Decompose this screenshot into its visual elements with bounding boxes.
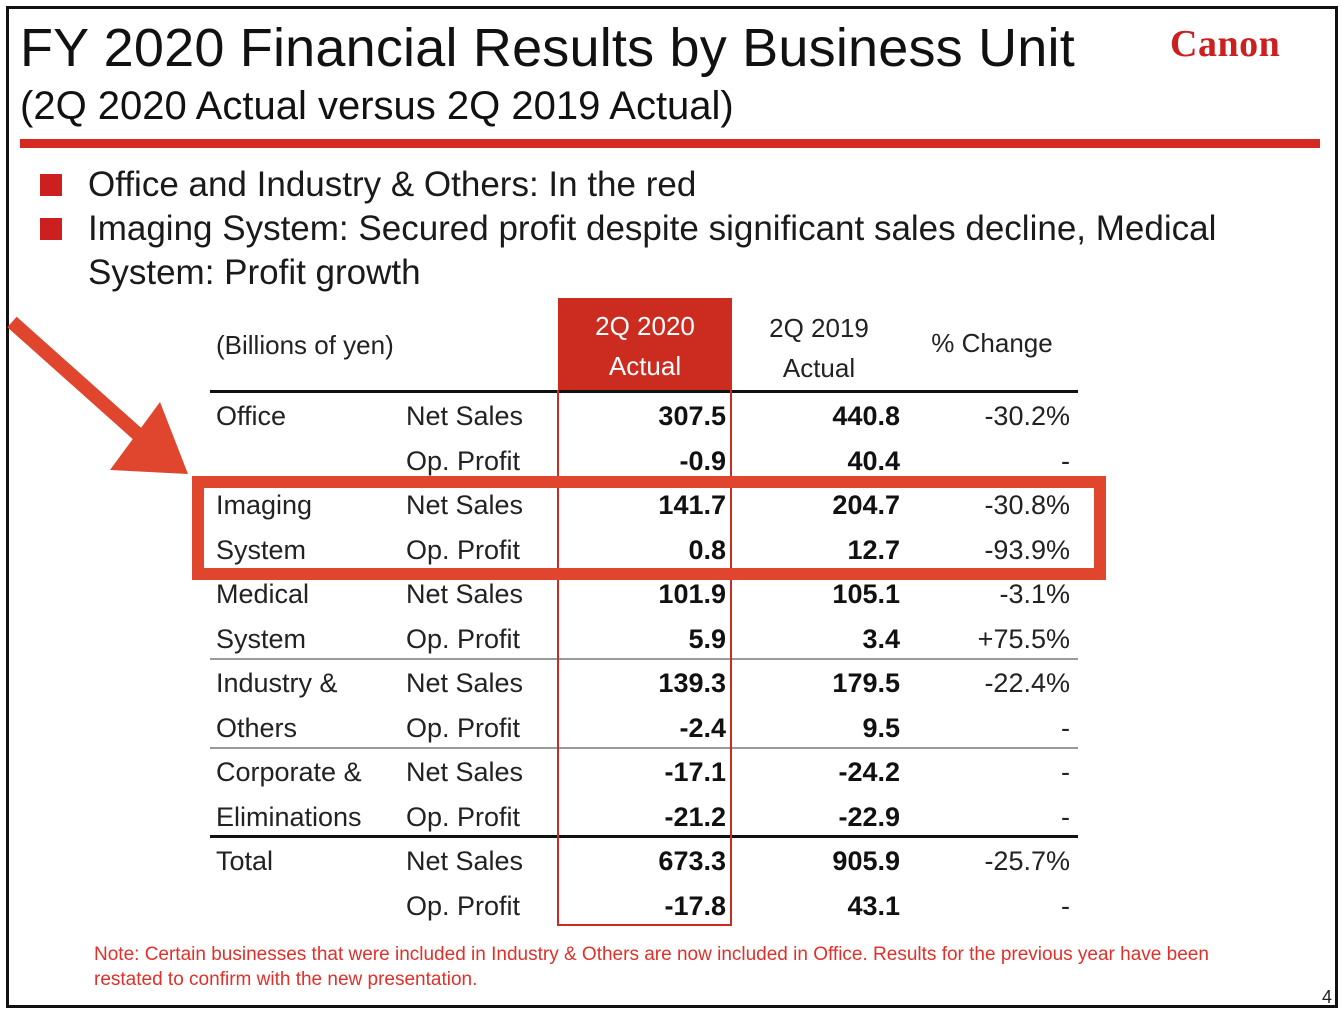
business-unit: Medical <box>216 579 310 609</box>
table-row: Imaging Net Sales 141.7 204.7 -30.8% <box>210 482 1078 527</box>
table-row: Others Op. Profit -2.4 9.5 - <box>210 705 1078 749</box>
business-unit: Industry & <box>216 668 338 698</box>
header-2q2020: 2Q 2020 Actual <box>558 298 732 390</box>
title-divider <box>20 139 1320 148</box>
metric-label: Net Sales <box>406 757 524 787</box>
table-row: Total Net Sales 673.3 905.9 -25.7% <box>210 838 1078 883</box>
metric-label: Net Sales <box>406 846 524 876</box>
value-2q2019: 12.7 <box>847 534 900 565</box>
value-change: - <box>1061 890 1070 921</box>
metric-label: Op. Profit <box>406 534 521 565</box>
table-row: System Op. Profit 0.8 12.7 -93.9% <box>210 527 1078 571</box>
table-row: Medical Net Sales 101.9 105.1 -3.1% <box>210 571 1078 616</box>
footnote: Note: Certain businesses that were inclu… <box>94 944 1209 990</box>
slide-subtitle: (2Q 2020 Actual versus 2Q 2019 Actual) <box>20 84 734 128</box>
header-2q2019-line2: Actual <box>782 353 856 383</box>
value-2q2020: -17.8 <box>664 890 726 921</box>
value-2q2020: -21.2 <box>664 801 726 832</box>
header-change: % Change <box>931 328 1053 358</box>
business-unit: System <box>216 623 307 654</box>
value-2q2020: 101.9 <box>658 579 726 609</box>
canon-logo: Canon <box>1170 23 1281 65</box>
business-unit: Others <box>216 712 298 743</box>
value-change: -22.4% <box>984 668 1070 698</box>
value-change: -93.9% <box>984 534 1070 565</box>
value-2q2019: 105.1 <box>832 579 900 609</box>
value-2q2020: 139.3 <box>658 668 726 698</box>
business-unit: Imaging <box>216 490 313 520</box>
pointer-arrow-icon <box>7 316 188 474</box>
bullet-item: Office and Industry & Others: In the red <box>38 163 1238 207</box>
business-unit: Office <box>216 401 287 431</box>
slide-title: FY 2020 Financial Results by Business Un… <box>20 18 1075 78</box>
value-change: - <box>1061 801 1070 832</box>
table-row: Industry & Net Sales 139.3 179.5 -22.4% <box>210 660 1078 705</box>
value-change: - <box>1061 712 1070 743</box>
table-row: Op. Profit -0.9 40.4 - <box>210 438 1078 482</box>
business-unit: System <box>216 534 307 565</box>
metric-label: Op. Profit <box>406 890 521 921</box>
value-2q2020: 0.8 <box>688 534 726 565</box>
header-2q2019: 2Q 2019 Actual <box>732 308 906 388</box>
value-2q2020: -0.9 <box>679 445 726 476</box>
business-unit: Corporate & <box>216 757 362 787</box>
results-table: (Billions of yen) 2Q 2020 Actual 2Q 2019… <box>210 298 1078 927</box>
bullet-square-icon <box>40 218 62 240</box>
value-2q2019: 43.1 <box>847 890 900 921</box>
metric-label: Net Sales <box>406 490 524 520</box>
business-unit: Eliminations <box>216 801 362 832</box>
bullet-list: Office and Industry & Others: In the red… <box>38 163 1238 295</box>
table-row: Corporate & Net Sales -17.1 -24.2 - <box>210 749 1078 794</box>
value-change: -30.8% <box>984 490 1070 520</box>
bullet-text: Imaging System: Secured profit despite s… <box>88 209 1217 292</box>
value-2q2020: 307.5 <box>658 401 726 431</box>
value-2q2019: 179.5 <box>832 668 900 698</box>
bullet-item: Imaging System: Secured profit despite s… <box>38 207 1238 295</box>
header-rule <box>210 390 1078 393</box>
value-2q2019: 40.4 <box>847 445 900 476</box>
header-2q2020-line1: 2Q 2020 <box>595 311 695 341</box>
bullet-text: Office and Industry & Others: In the red <box>88 165 697 204</box>
value-change: - <box>1061 757 1070 787</box>
metric-label: Op. Profit <box>406 712 521 743</box>
page-number: 4 <box>1321 987 1332 1007</box>
value-2q2020: -17.1 <box>664 757 726 787</box>
value-2q2020: -2.4 <box>679 712 726 743</box>
value-2q2019: -24.2 <box>838 757 900 787</box>
metric-label: Net Sales <box>406 401 524 431</box>
value-change: - <box>1061 445 1070 476</box>
metric-label: Op. Profit <box>406 445 521 476</box>
slide-frame <box>6 6 1338 1008</box>
value-2q2019: 204.7 <box>832 490 900 520</box>
value-change: -25.7% <box>984 846 1070 876</box>
value-2q2019: 905.9 <box>832 846 900 876</box>
units-label: (Billions of yen) <box>216 330 394 360</box>
value-2q2019: -22.9 <box>838 801 900 832</box>
value-2q2020: 141.7 <box>658 490 726 520</box>
value-change: +75.5% <box>977 623 1070 654</box>
value-2q2019: 9.5 <box>862 712 900 743</box>
value-2q2019: 3.4 <box>862 623 900 654</box>
value-2q2019: 440.8 <box>832 401 900 431</box>
value-change: -3.1% <box>999 579 1070 609</box>
metric-label: Op. Profit <box>406 801 521 832</box>
business-unit: Total <box>216 846 274 876</box>
table-row: Op. Profit -17.8 43.1 - <box>210 883 1078 928</box>
metric-label: Net Sales <box>406 668 524 698</box>
table-header: (Billions of yen) 2Q 2020 Actual 2Q 2019… <box>210 298 1078 390</box>
bullet-square-icon <box>40 174 62 196</box>
value-2q2020: 673.3 <box>658 846 726 876</box>
table-row: Office Net Sales 307.5 440.8 -30.2% <box>210 393 1078 438</box>
value-change: -30.2% <box>984 401 1070 431</box>
metric-label: Net Sales <box>406 579 524 609</box>
table-row: Eliminations Op. Profit -21.2 -22.9 - <box>210 794 1078 838</box>
metric-label: Op. Profit <box>406 623 521 654</box>
header-2q2019-line1: 2Q 2019 <box>769 313 869 343</box>
value-2q2020: 5.9 <box>688 623 726 654</box>
table-row: System Op. Profit 5.9 3.4 +75.5% <box>210 616 1078 660</box>
header-2q2020-line2: Actual <box>608 351 682 381</box>
